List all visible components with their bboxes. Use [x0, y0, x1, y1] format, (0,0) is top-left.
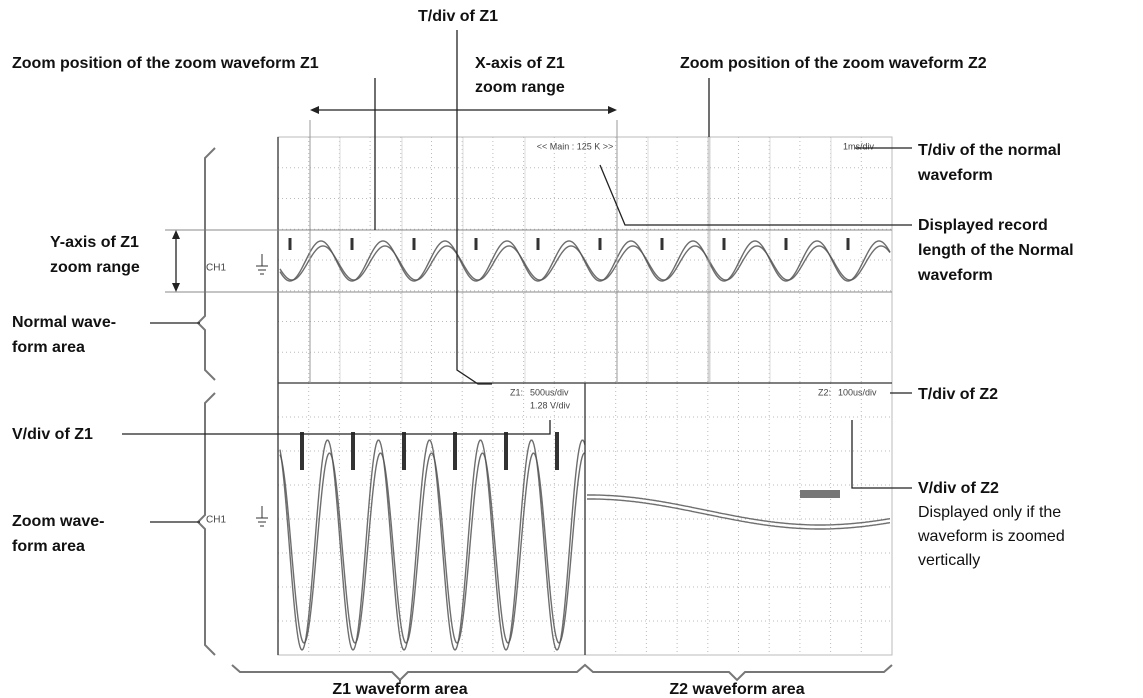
- z2-tdiv: 100us/div: [838, 387, 877, 397]
- leader-line: [122, 420, 550, 434]
- spike-cluster: [800, 490, 840, 498]
- note: waveform is zoomed: [917, 528, 1065, 545]
- label: Normal wave-: [12, 314, 116, 331]
- label: V/div of Z2: [918, 480, 999, 497]
- z1-tdiv: 500us/div: [530, 387, 569, 397]
- bracket: [232, 665, 892, 680]
- ground-symbol: [256, 506, 268, 526]
- label: length of the Normal: [918, 242, 1074, 259]
- label: form area: [12, 339, 85, 356]
- note: Displayed only if the: [918, 504, 1061, 521]
- label: waveform: [917, 167, 993, 184]
- note: vertically: [918, 552, 980, 569]
- label: zoom range: [50, 259, 140, 276]
- z1-tag: Z1:: [510, 387, 523, 397]
- label: Zoom position of the zoom waveform Z2: [680, 55, 987, 72]
- label: Zoom position of the zoom waveform Z1: [12, 55, 319, 72]
- diagram: << Main : 125 K >> 1ms/div CH1 Z1: 500us…: [0, 0, 1143, 698]
- channel-label: CH1: [206, 515, 226, 526]
- z1-vdiv: 1.28 V/div: [530, 400, 571, 410]
- main-record: << Main : 125 K >>: [537, 141, 614, 151]
- label: T/div of the normal: [918, 142, 1061, 159]
- label: V/div of Z1: [12, 426, 93, 443]
- label: T/div of Z2: [918, 386, 998, 403]
- leader-line: [852, 420, 912, 488]
- label: X-axis of Z1: [475, 55, 565, 72]
- label: Y-axis of Z1: [50, 234, 139, 251]
- label: Displayed record: [918, 217, 1048, 234]
- label: T/div of Z1: [418, 8, 498, 25]
- label: Z1 waveform area: [332, 681, 467, 698]
- label: Zoom wave-: [12, 513, 104, 530]
- label: waveform: [917, 267, 993, 284]
- z2-tag: Z2:: [818, 387, 831, 397]
- label: Z2 waveform area: [669, 681, 804, 698]
- normal-tdiv: 1ms/div: [843, 141, 875, 151]
- label: form area: [12, 538, 85, 555]
- channel-label: CH1: [206, 263, 226, 274]
- label: zoom range: [475, 79, 565, 96]
- ground-symbol: [256, 254, 268, 274]
